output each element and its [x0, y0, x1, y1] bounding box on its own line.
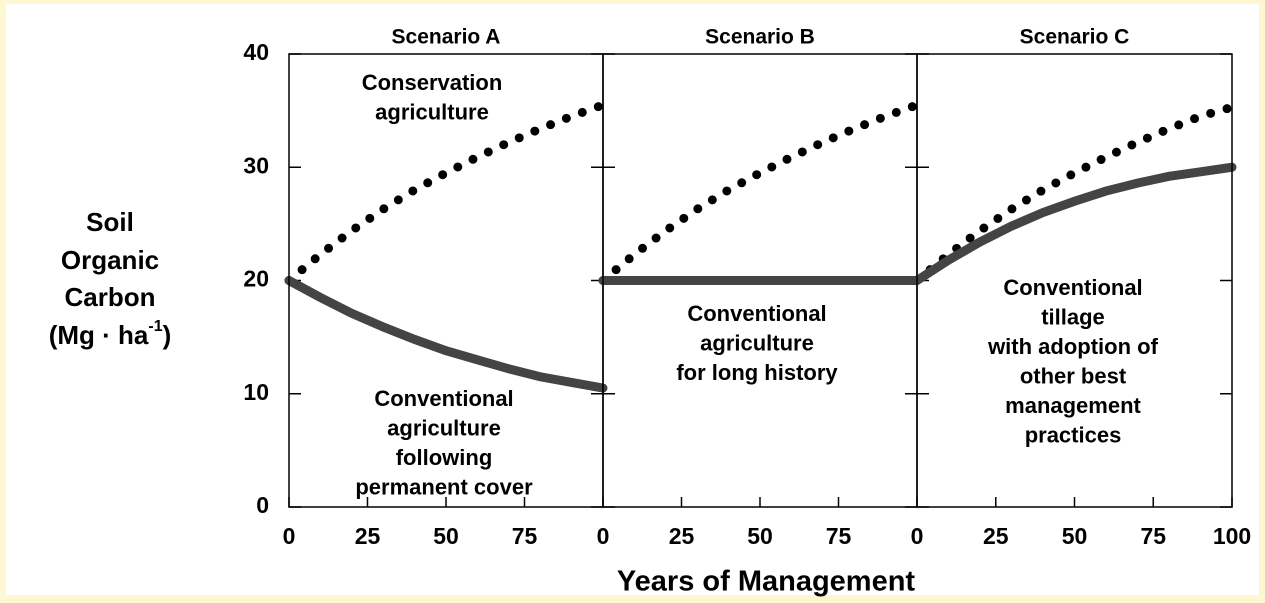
annotation: tillage — [1041, 304, 1105, 329]
y-tick-label: 30 — [243, 152, 269, 178]
panel-title: Scenario C — [1020, 26, 1130, 49]
x-tick-label: 50 — [747, 523, 773, 549]
data-line — [598, 100, 922, 285]
annotation: Conventional — [687, 301, 826, 326]
y-tick-label: 40 — [243, 39, 269, 65]
y-axis-title: Organic — [61, 245, 159, 275]
panel-frame — [916, 53, 1233, 508]
annotation: Conventional — [374, 386, 513, 411]
annotation: agriculture — [375, 99, 489, 124]
annotation: agriculture — [700, 330, 814, 355]
annotation: for long history — [676, 360, 838, 385]
data-line — [284, 276, 608, 393]
data-line — [912, 102, 1237, 285]
x-tick-label: 25 — [355, 523, 381, 549]
y-tick-label: 10 — [243, 379, 269, 405]
annotation: agriculture — [387, 415, 501, 440]
annotation: with adoption of — [987, 334, 1159, 359]
x-tick-label: 100 — [1213, 523, 1251, 549]
x-tick-label: 50 — [433, 523, 459, 549]
x-tick-label: 0 — [283, 523, 296, 549]
y-tick-label: 20 — [243, 266, 269, 292]
annotation: Conventional — [1003, 275, 1142, 300]
y-tick-label: 0 — [256, 492, 269, 518]
x-tick-label: 75 — [1140, 523, 1166, 549]
annotation: permanent cover — [355, 474, 533, 499]
y-unit-close: ) — [163, 320, 172, 350]
x-tick-label: 75 — [512, 523, 538, 549]
x-tick-label: 75 — [826, 523, 852, 549]
x-tick-label: 50 — [1062, 523, 1088, 549]
background — [6, 4, 1259, 595]
panel-title: Scenario A — [392, 26, 501, 49]
y-unit: (Mg · ha — [49, 320, 149, 350]
annotation: management — [1005, 393, 1141, 418]
annotation: following — [396, 445, 493, 470]
y-axis-title: (Mg · ha-1) — [49, 318, 172, 350]
panel-title: Scenario B — [705, 26, 815, 49]
data-line — [912, 162, 1237, 285]
x-axis-title: Years of Management — [617, 566, 915, 598]
annotation: other best — [1020, 363, 1127, 388]
x-tick-label: 25 — [983, 523, 1009, 549]
x-tick-label: 0 — [597, 523, 610, 549]
x-tick-label: 0 — [911, 523, 924, 549]
y-axis-title: Carbon — [65, 282, 156, 312]
y-unit-exponent: -1 — [148, 318, 162, 335]
x-tick-label: 25 — [669, 523, 695, 549]
data-line — [284, 100, 608, 285]
annotation: practices — [1025, 422, 1122, 447]
y-axis-title: Soil — [86, 207, 134, 237]
annotation: Conservation — [362, 70, 503, 95]
